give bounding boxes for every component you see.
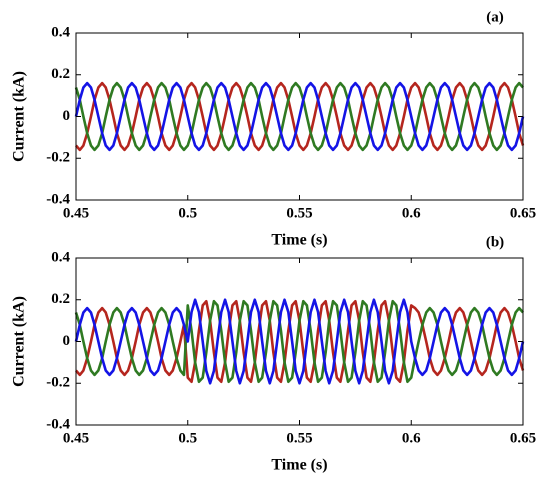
y-axis-title: Current (kA) xyxy=(11,296,28,387)
current-trace xyxy=(74,298,525,385)
x-tick-label: 0.5 xyxy=(178,430,197,446)
x-tick-label: 0.65 xyxy=(510,205,536,221)
x-tick-label: 0.55 xyxy=(286,205,312,221)
x-axis-title: Time (s) xyxy=(271,457,327,474)
current-trace xyxy=(74,81,525,152)
y-tick-label: -0.4 xyxy=(46,191,70,207)
current-trace xyxy=(74,81,524,152)
x-tick-label: 0.45 xyxy=(63,430,89,446)
y-tick-label: 0.2 xyxy=(51,291,70,307)
x-tick-label: 0.45 xyxy=(63,205,89,221)
x-tick-label: 0.5 xyxy=(178,205,197,221)
y-tick-label: 0 xyxy=(63,333,71,349)
panel-label: (b) xyxy=(486,234,504,250)
y-tick-label: 0.4 xyxy=(51,249,70,265)
y-tick-label: -0.2 xyxy=(46,150,70,166)
x-tick-label: 0.65 xyxy=(510,430,536,446)
x-tick-label: 0.6 xyxy=(402,430,421,446)
y-tick-label: 0.2 xyxy=(51,66,70,82)
x-tick-label: 0.55 xyxy=(286,430,312,446)
panel-label: (a) xyxy=(486,9,504,25)
y-tick-label: -0.2 xyxy=(46,375,70,391)
y-tick-label: 0 xyxy=(63,108,71,124)
current-trace xyxy=(75,81,525,152)
current-trace xyxy=(74,299,524,384)
x-axis-title: Time (s) xyxy=(271,232,327,249)
x-tick-label: 0.6 xyxy=(402,205,421,221)
y-tick-label: 0.4 xyxy=(51,24,70,40)
y-axis-title: Current (kA) xyxy=(11,71,28,162)
y-tick-label: -0.4 xyxy=(46,416,70,432)
